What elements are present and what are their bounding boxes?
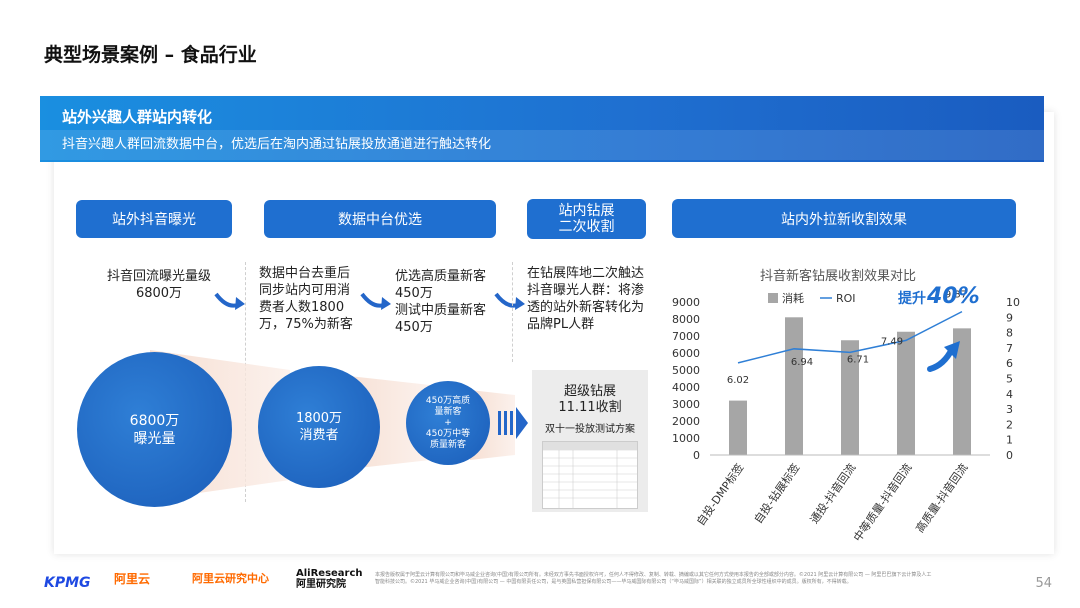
x-tick-label: 高质量-抖音回流: [913, 461, 971, 535]
increase-arrow-icon: [927, 346, 955, 372]
y-tick-label-right: 7: [1006, 342, 1013, 355]
y-tick-label-left: 2000: [672, 415, 700, 428]
plan-box: 超级钻展 11.11收割 双十一投放测试方案: [532, 370, 648, 512]
y-tick-label-right: 6: [1006, 357, 1013, 370]
plan-table-thumbnail: [542, 441, 638, 509]
banner: 站外兴趣人群站内转化 抖音兴趣人群回流数据中台，优选后在淘内通过钻展投放通道进行…: [40, 96, 1044, 162]
step-pill-effect: 站内外拉新收割效果: [672, 199, 1016, 238]
bar: [785, 317, 803, 455]
flow-arrow-icon: [360, 292, 391, 310]
y-tick-label-right: 4: [1006, 388, 1013, 401]
legend-label: ROI: [836, 292, 856, 305]
chart-title: 抖音新客钻展收割效果对比: [760, 269, 917, 284]
aliresearch-logo: AliResearch 阿里研究院: [296, 568, 363, 590]
step-pill-harvest: 站内钻展 二次收割: [527, 199, 646, 239]
bar: [897, 331, 915, 455]
page-title: 典型场景案例 – 食品行业: [44, 44, 257, 66]
x-tick-label: 自投-钻展标签: [751, 461, 803, 526]
y-tick-label-left: 8000: [672, 313, 700, 326]
y-tick-label-left: 7000: [672, 330, 700, 343]
y-tick-label-left: 1000: [672, 432, 700, 445]
x-tick-label: 中等质量-抖音回流: [850, 461, 914, 544]
aliyun-research-logo: 阿里云研究中心: [192, 572, 269, 585]
banner-title: 站外兴趣人群站内转化: [62, 108, 213, 126]
y-tick-label-left: 3000: [672, 398, 700, 411]
bar: [953, 328, 971, 455]
annotation-value: 40%: [926, 285, 980, 309]
chart: 0 1000 2000 3000 4000 5000 6000 7000 8000 9000 0 1 2…: [672, 285, 1020, 544]
selection-description: 优选高质量新客 450万 测试中质量新客 450万: [395, 269, 487, 335]
y-tick-label-right: 3: [1006, 403, 1013, 416]
bar: [841, 340, 859, 455]
roi-data-label: 6.94: [791, 357, 813, 368]
y-tick-label-right: 1: [1006, 434, 1013, 447]
x-tick-label: 自投-DMP标签: [693, 461, 746, 528]
y-tick-label-left: 6000: [672, 347, 700, 360]
y-tick-label-left: 0: [693, 449, 700, 462]
step-pill-data-center: 数据中台优选: [264, 200, 496, 238]
flow-arrow-icon: [214, 292, 245, 310]
y-tick-label-right: 9: [1006, 311, 1013, 324]
striped-arrow-icon: [498, 407, 528, 439]
y-tick-label-left: 4000: [672, 381, 700, 394]
plan-subtitle: 双十一投放测试方案: [545, 424, 635, 435]
exposure-circle: 6800万 曝光量: [77, 352, 232, 507]
annotation-label: 提升: [898, 290, 926, 307]
consumer-circle: 1800万 消费者: [258, 366, 380, 488]
section-divider: [512, 262, 513, 362]
y-tick-label-right: 2: [1006, 418, 1013, 431]
exposure-description: 抖音回流曝光量级 6800万: [106, 269, 211, 301]
roi-data-label: 9.37: [945, 290, 967, 301]
harvest-description: 在钻展阵地二次触达 抖音曝光人群：将渗 透的站外新客转化为 品牌PL人群: [527, 266, 645, 332]
x-tick-label: 通投-抖音回流: [807, 461, 859, 526]
bar: [729, 400, 747, 455]
legend-swatch-bar: [768, 293, 778, 303]
legend-label: 消耗: [782, 291, 804, 305]
kpmg-logo: KPMG: [44, 575, 91, 591]
roi-data-label: 6.71: [847, 354, 869, 365]
y-tick-label-left: 5000: [672, 364, 700, 377]
copyright-text: 本报告版权属于阿里云计算有限公司和毕马威企业咨询(中国)有限公司所有。未经双方事…: [375, 572, 932, 585]
y-tick-label-right: 0: [1006, 449, 1013, 462]
y-tick-label-right: 5: [1006, 373, 1013, 386]
aliyun-logo: 阿里云: [114, 572, 151, 586]
page-number: 54: [1035, 576, 1052, 591]
y-tick-label-right: 10: [1006, 296, 1020, 309]
roi-data-label: 6.02: [727, 375, 749, 386]
flow-arrow-icon: [494, 292, 525, 310]
plan-title: 超级钻展 11.11收割: [558, 384, 622, 415]
banner-subtitle: 抖音兴趣人群回流数据中台，优选后在淘内通过钻展投放通道进行触达转化: [40, 130, 1044, 160]
increase-arrow-icon: [944, 341, 960, 359]
roi-line: [737, 310, 963, 364]
data-center-description: 数据中台去重后 同步站内可用消 费者人数1800 万，75%为新客: [259, 266, 353, 332]
y-tick-label-right: 8: [1006, 327, 1013, 340]
roi-data-label: 7.49: [881, 336, 903, 347]
new-customer-circle: 450万高质 量新客 +450万中等 质量新客: [406, 381, 490, 465]
step-pill-exposure: 站外抖音曝光: [76, 200, 232, 238]
y-tick-label-left: 9000: [672, 296, 700, 309]
